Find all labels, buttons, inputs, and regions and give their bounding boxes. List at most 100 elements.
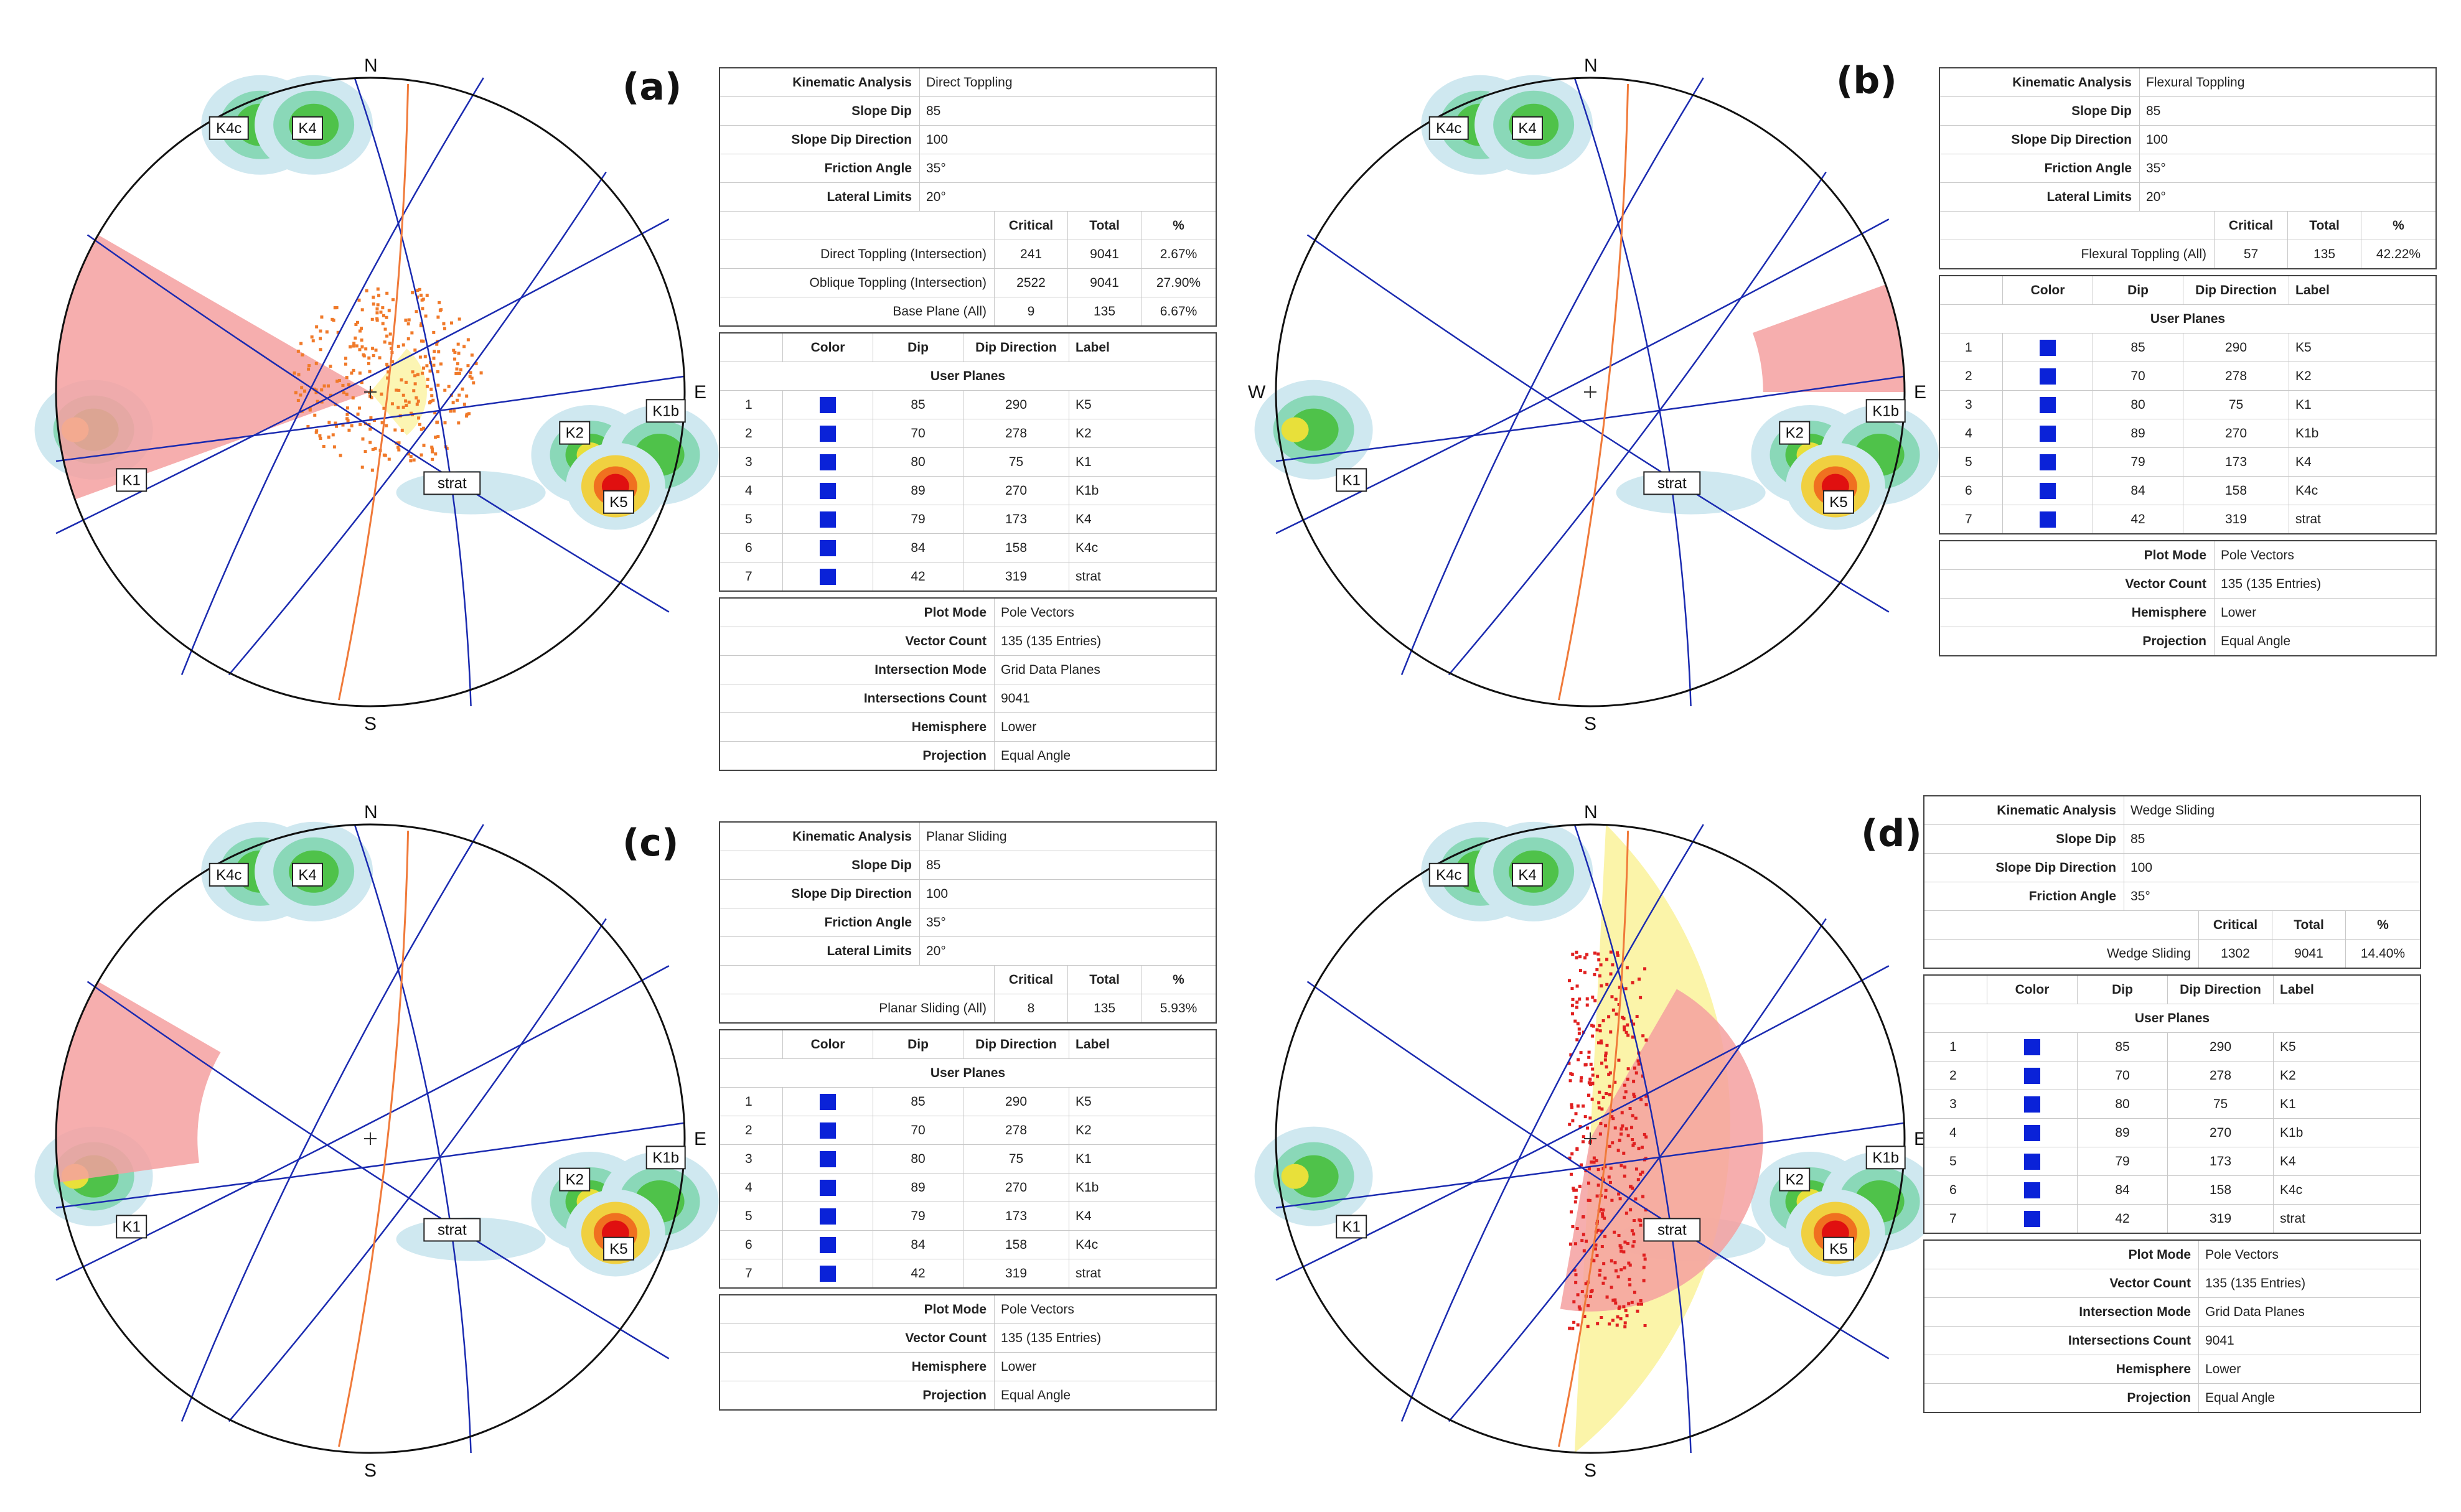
- critical-row-label: Planar Sliding (All): [720, 1001, 994, 1016]
- ka-key: Slope Dip: [720, 104, 919, 119]
- intersection-point: [471, 353, 474, 357]
- intersection-point: [1575, 1038, 1578, 1041]
- plot-setting-value: Grid Data Planes: [2198, 1298, 2420, 1326]
- south-label: S: [1584, 714, 1596, 734]
- plane-dip-direction: 319: [2183, 505, 2289, 533]
- intersection-point: [315, 325, 318, 329]
- intersection-point: [416, 373, 420, 376]
- intersection-point: [429, 400, 433, 403]
- intersection-point: [1576, 984, 1579, 987]
- ka-key: Friction Angle: [720, 915, 919, 930]
- plane-color-swatch: [1987, 1090, 2077, 1118]
- plane-label: K4c: [2289, 477, 2413, 505]
- intersection-point: [1643, 1279, 1646, 1282]
- intersection-point: [1601, 1208, 1605, 1211]
- plane-dip-direction: 278: [2167, 1062, 2273, 1090]
- plane-label: K1b: [1069, 1174, 1193, 1202]
- intersection-point: [1631, 981, 1634, 984]
- intersection-point: [364, 347, 367, 350]
- plane-dip: 42: [2077, 1205, 2167, 1233]
- intersection-point: [1587, 1182, 1590, 1185]
- intersection-point: [1587, 1325, 1590, 1328]
- intersection-point: [424, 355, 427, 358]
- intersection-point: [463, 403, 466, 406]
- plane-index: 6: [720, 1231, 782, 1259]
- ka-row: Slope Dip Direction 100: [720, 880, 1216, 908]
- plane-color-swatch: [2002, 362, 2093, 390]
- intersection-point: [415, 396, 418, 399]
- intersection-point: [360, 327, 363, 330]
- intersection-point: [1587, 1304, 1590, 1307]
- user-plane-row: 1 85 290 K5: [1940, 334, 2435, 362]
- intersection-point: [365, 289, 368, 292]
- intersection-point: [1599, 1029, 1602, 1032]
- user-planes-table: Color Dip Dip Direction Label User Planes 1 85…: [719, 1029, 1217, 1289]
- intersection-point: [1633, 1240, 1636, 1243]
- plane-dip-direction: 173: [2183, 448, 2289, 476]
- intersection-point: [439, 308, 443, 311]
- plane-dip-direction: 75: [2167, 1090, 2273, 1118]
- intersection-point: [1608, 1322, 1611, 1325]
- ka-key: Kinematic Analysis: [720, 829, 919, 844]
- intersection-point: [1633, 1066, 1636, 1070]
- intersection-point: [332, 433, 335, 436]
- tag-text: K1b: [652, 403, 679, 419]
- intersection-point: [420, 340, 423, 343]
- intersection-point: [419, 355, 422, 358]
- intersection-point: [311, 335, 314, 338]
- panel-label-b: (b): [1836, 59, 1897, 103]
- intersection-point: [327, 436, 330, 439]
- intersection-point: [1620, 1132, 1623, 1136]
- intersection-point: [377, 287, 380, 291]
- ka-key: Slope Dip Direction: [1940, 133, 2139, 147]
- tag-text: K1b: [652, 1149, 679, 1166]
- tag-text: strat: [1657, 475, 1687, 492]
- plane-label: K5: [2289, 334, 2413, 362]
- plane-color-icon: [820, 1266, 836, 1282]
- intersection-point: [1633, 1291, 1636, 1294]
- intersection-point: [1585, 1239, 1588, 1243]
- intersection-point: [369, 416, 372, 419]
- ka-key: Slope Dip: [720, 858, 919, 873]
- intersection-point: [345, 393, 349, 396]
- intersection-point: [1616, 954, 1620, 957]
- intersection-point: [360, 345, 363, 348]
- intersection-point: [1591, 1289, 1594, 1292]
- intersection-point: [1605, 1092, 1608, 1095]
- intersection-point: [1593, 973, 1596, 976]
- ka-key: Lateral Limits: [720, 944, 919, 959]
- planes-header: Dip: [873, 334, 963, 362]
- plot-setting-row: Hemisphere Lower: [1940, 599, 2435, 627]
- intersection-point: [1604, 1124, 1607, 1127]
- ka-key: Slope Dip: [1940, 104, 2139, 119]
- ka-value: 20°: [2139, 183, 2435, 211]
- intersection-point: [1613, 1231, 1616, 1234]
- intersection-point: [318, 434, 321, 437]
- intersection-point: [1602, 1019, 1605, 1022]
- pole-set-tag: K1: [116, 1215, 146, 1238]
- kinematic-analysis-box: Kinematic Analysis Direct Toppling Slope D…: [719, 67, 1217, 327]
- critical-header: %: [2345, 911, 2420, 939]
- ka-row: Lateral Limits 20°: [1940, 183, 2435, 212]
- intersection-point: [383, 340, 387, 343]
- intersection-point: [424, 315, 428, 318]
- intersection-point: [436, 370, 439, 373]
- intersection-point: [422, 297, 425, 301]
- plane-dip-direction: 270: [963, 1174, 1069, 1202]
- plot-setting-key: Hemisphere: [1940, 605, 2214, 620]
- ka-key: Friction Angle: [720, 161, 919, 176]
- plot-setting-row: Vector Count 135 (135 Entries): [1924, 1269, 2420, 1298]
- critical-row: Base Plane (All) 9 135 6.67%: [720, 297, 1216, 325]
- intersection-point: [1575, 1006, 1578, 1009]
- intersection-point: [1600, 1108, 1603, 1111]
- plane-dip: 85: [2077, 1033, 2167, 1061]
- intersection-point: [1571, 1004, 1574, 1007]
- intersection-point: [1600, 963, 1603, 966]
- tag-text: K2: [566, 425, 584, 442]
- intersection-point: [1610, 973, 1613, 976]
- ka-row: Kinematic Analysis Planar Sliding: [720, 823, 1216, 851]
- intersection-point: [323, 385, 326, 388]
- intersection-point: [361, 465, 364, 469]
- intersection-point: [1591, 996, 1594, 999]
- plane-label: K4: [2289, 448, 2413, 476]
